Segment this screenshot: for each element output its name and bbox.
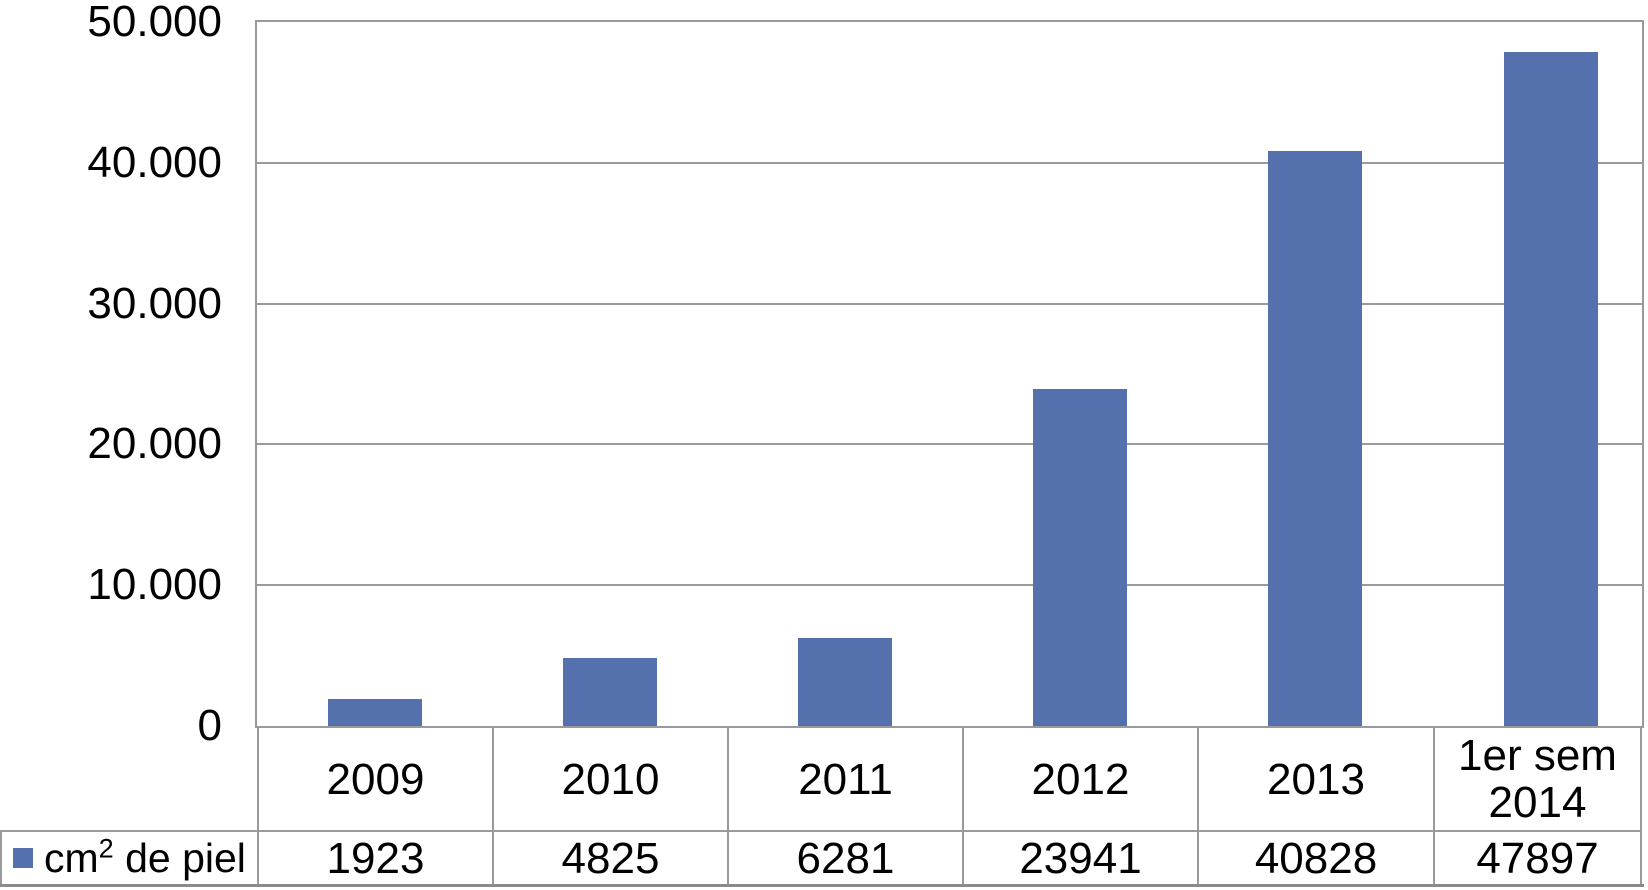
y-tick-label-20-000: 20.000 [87,419,222,469]
table-value-2010: 4825 [492,830,727,884]
bar-2009 [328,699,422,726]
legend-label-superscript: 2 [98,832,114,863]
table-value-2011: 6281 [727,830,962,884]
table-bottom-border [0,884,1644,887]
y-tick-label-10-000: 10.000 [87,560,222,610]
x-axis-label-2011: 2011 [727,728,962,830]
gridline-30-000 [257,303,1642,305]
x-axis-label-2012: 2012 [962,728,1197,830]
bar-2012 [1033,389,1127,726]
x-axis-label-1er-sem-2014: 1er sem 2014 [1433,728,1642,830]
bar-2011 [798,638,892,726]
bar-2013 [1268,151,1362,726]
plot-area [255,20,1644,728]
x-axis-label-2010: 2010 [492,728,727,830]
x-axis-label-2013: 2013 [1197,728,1433,830]
gridline-20-000 [257,443,1642,445]
table-value-2009: 1923 [257,830,492,884]
legend-label-suffix: de piel [113,834,246,881]
legend: cm2 de piel [0,830,257,884]
bar-2010 [563,658,657,726]
y-tick-label-0: 0 [197,701,222,750]
y-tick-label-50-000: 50.000 [87,0,222,46]
table-value-2012: 23941 [962,830,1197,884]
bar-1er-sem-2014 [1504,52,1598,726]
gridline-40-000 [257,162,1642,164]
legend-label: cm2 de piel [44,832,246,882]
table-value-1er-sem-2014: 47897 [1433,830,1642,884]
y-tick-label-40-000: 40.000 [87,137,222,187]
y-tick-label-30-000: 30.000 [87,278,222,328]
legend-label-prefix: cm [44,834,99,881]
table-value-2013: 40828 [1197,830,1433,884]
legend-swatch-icon [13,848,33,868]
x-axis-label-2009: 2009 [257,728,492,830]
gridline-10-000 [257,584,1642,586]
